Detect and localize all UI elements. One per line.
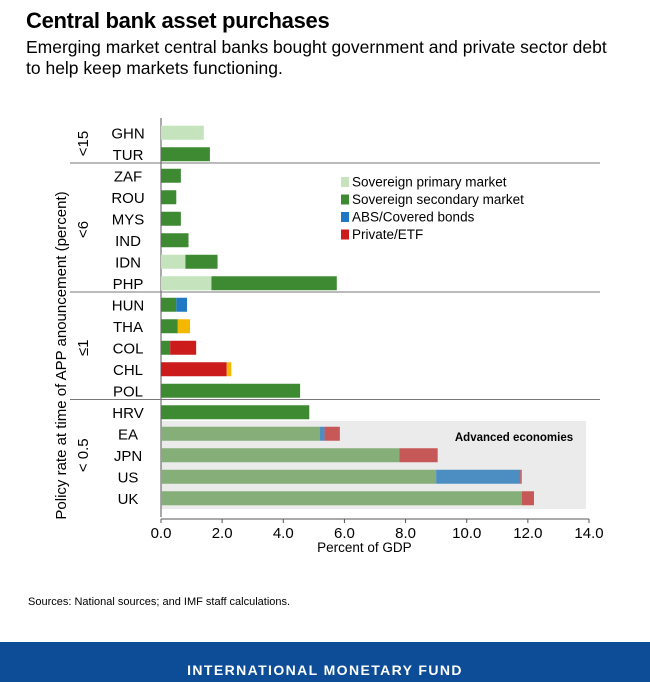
bar-uk-adv_secondary [161,491,522,506]
chart-subtitle: Emerging market central banks bought gov… [26,37,607,78]
category-label-tha: THA [113,319,143,336]
category-label-us: US [118,469,139,486]
bar-chart: Advanced economies <15 <6 ≤1 < 0.5 Policy rat… [53,118,604,555]
bar-php-secondary [211,276,337,291]
bar-tha-other [177,319,191,334]
x-tick-label-6: 12.0 [513,525,542,542]
x-tick-label-5: 10.0 [452,525,481,542]
x-tick-label-2: 4.0 [273,525,294,542]
group-label-3: < 0.5 [75,438,92,472]
bar-col-secondary [161,340,171,355]
category-label-ea: EA [118,426,138,443]
category-label-ghn: GHN [111,125,144,142]
category-label-pol: POL [113,383,143,400]
legend-label-abs: ABS/Covered bonds [352,210,475,225]
x-tick-label-7: 14.0 [574,525,603,542]
group-label-2: ≤1 [75,339,92,356]
group-label-0: <15 [75,131,92,156]
category-label-jpn: JPN [114,448,142,465]
bar-hun-secondary [161,297,177,312]
x-tick-label-4: 8.0 [395,525,416,542]
category-label-idn: IDN [115,254,141,271]
x-tick-label-0: 0.0 [151,525,172,542]
bar-col-private [170,340,197,355]
bar-chl-private [161,362,227,377]
bar-rou-secondary [161,190,177,205]
bar-us-adv_private [520,469,522,484]
legend-label-primary: Sovereign primary market [352,175,507,190]
category-label-ind: IND [115,233,141,250]
bar-us-adv_abs [436,469,521,484]
bar-hun-abs [176,297,187,312]
footer-bar: INTERNATIONAL MONETARY FUND [0,642,650,682]
legend-swatch-primary [341,177,349,187]
bar-ea-adv_secondary [161,426,320,441]
footer-label: INTERNATIONAL MONETARY FUND [187,662,463,678]
category-label-hun: HUN [112,297,145,314]
legend-swatch-secondary [341,194,349,205]
bar-us-adv_secondary [161,469,437,484]
bar-tur-secondary [161,147,210,162]
category-label-hrv: HRV [112,405,143,422]
category-label-rou: ROU [111,190,144,207]
category-label-chl: CHL [113,362,143,379]
bar-hrv-secondary [161,405,310,420]
bar-ea-adv_private [324,426,340,441]
bar-ghn-primary [161,125,204,140]
bar-jpn-adv_secondary [161,448,400,463]
bar-ind-secondary [161,233,189,248]
category-label-tur: TUR [113,147,144,164]
bar-idn-secondary [185,254,218,269]
bar-mys-secondary [161,211,181,226]
category-label-php: PHP [113,276,144,293]
advanced-economies-annotation: Advanced economies [455,432,573,444]
legend-swatch-private [341,229,349,240]
bar-zaf-secondary [161,168,181,183]
source-note: Sources: National sources; and IMF staff… [28,596,291,608]
legend-label-private: Private/ETF [352,227,423,242]
category-label-col: COL [113,340,144,357]
x-axis-title: Percent of GDP [317,540,412,555]
bar-tha-secondary [161,319,178,334]
y-axis-title: Policy rate at time of APP anouncement (… [53,191,70,519]
bar-php-primary [161,276,212,291]
x-tick-label-3: 6.0 [334,525,355,542]
bar-pol-secondary [161,383,301,398]
category-label-mys: MYS [112,211,145,228]
category-label-zaf: ZAF [114,168,142,185]
bar-idn-primary [161,254,186,269]
bar-uk-adv_private [521,491,534,506]
category-label-uk: UK [118,491,139,508]
chart-title: Central bank asset purchases [26,8,330,33]
group-label-1: <6 [75,221,92,238]
x-tick-label-1: 2.0 [212,525,233,542]
legend-swatch-abs [341,212,349,222]
legend-label-secondary: Sovereign secondary market [352,192,524,207]
bar-chl-other [226,362,232,377]
bar-ea-adv_abs [319,426,325,441]
bar-jpn-adv_private [399,448,438,463]
